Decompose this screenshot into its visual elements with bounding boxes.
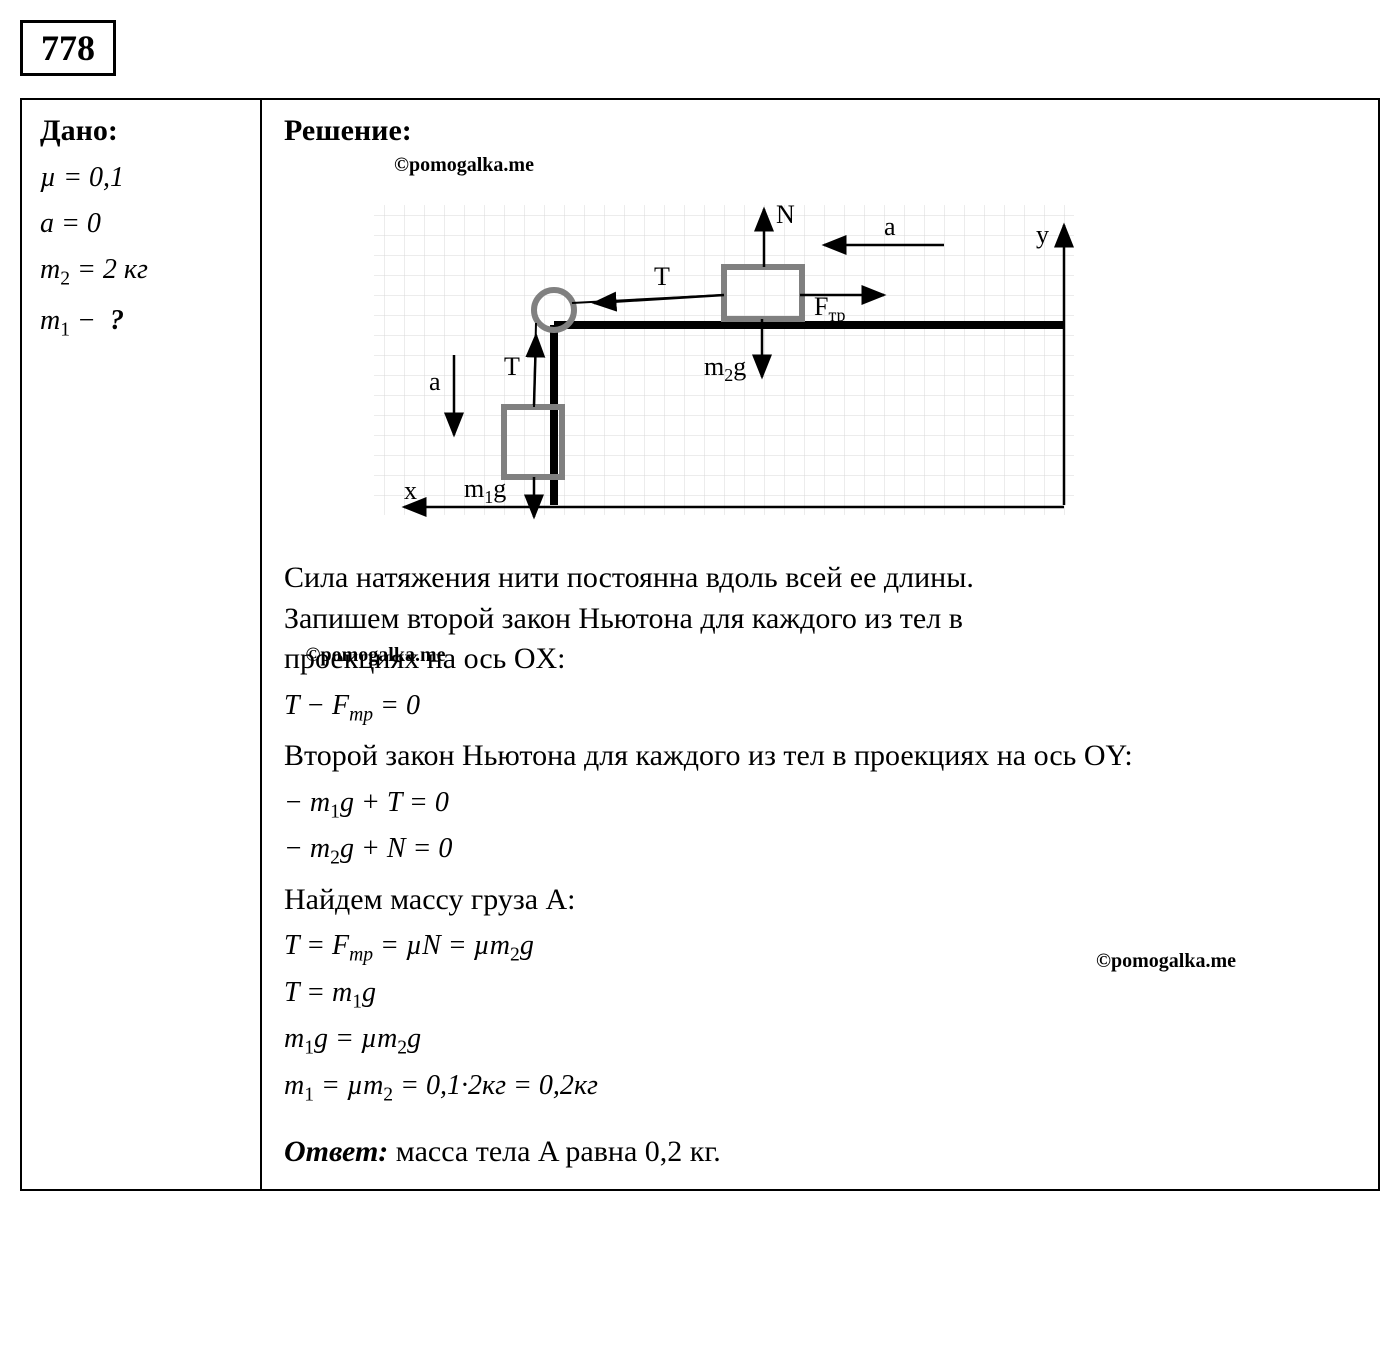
problem-number: 778	[20, 20, 116, 76]
answer: Ответ: масса тела A равна 0,2 кг.	[284, 1135, 1356, 1169]
solution-text-1: Сила натяжения нити постоянна вдоль всей…	[284, 558, 1356, 680]
solution-text-2: Второй закон Ньютона для каждого из тел …	[284, 736, 1356, 777]
equation-4: T = Fтр = µN = µm2g ©pomogalka.me	[284, 930, 1356, 967]
label-N: N	[776, 200, 795, 229]
label-T-left: T	[504, 352, 520, 381]
watermark-text: ©pomogalka.me	[306, 642, 446, 669]
given-column: Дано: µ = 0,1 a = 0 m2 = 2 кг m1 − ?	[22, 100, 262, 1189]
watermark-text: ©pomogalka.me	[1096, 950, 1236, 973]
problem-body: Дано: µ = 0,1 a = 0 m2 = 2 кг m1 − ? Реш…	[20, 98, 1380, 1191]
solution-text-3: Найдем массу груза A:	[284, 880, 1356, 921]
equation-6: m1g = µm2g	[284, 1023, 1356, 1060]
force-diagram: N a y T Fтр m2g T	[344, 195, 1356, 540]
given-title: Дано:	[40, 114, 242, 148]
solution-title: Решение:	[284, 114, 1356, 148]
label-T-top: T	[654, 262, 670, 291]
label-x: x	[404, 476, 417, 505]
answer-text: масса тела A равна 0,2 кг.	[388, 1135, 720, 1168]
watermark-text: ©pomogalka.me	[394, 154, 1356, 177]
label-a-top: a	[884, 212, 896, 241]
given-line: a = 0	[40, 208, 242, 240]
given-line: m1 − ?	[40, 305, 242, 342]
label-a-left: a	[429, 367, 441, 396]
solution-column: Решение: ©pomogalka.me	[262, 100, 1378, 1189]
equation-7: m1 = µm2 = 0,1·2кг = 0,2кг	[284, 1070, 1356, 1107]
answer-label: Ответ:	[284, 1135, 388, 1168]
given-line: µ = 0,1	[40, 162, 242, 194]
given-line: m2 = 2 кг	[40, 254, 242, 291]
equation-3: − m2g + N = 0	[284, 833, 1356, 870]
equation-1: T − Fтр = 0	[284, 690, 1356, 727]
label-y: y	[1036, 220, 1049, 249]
diagram-svg: N a y T Fтр m2g T	[344, 195, 1224, 535]
equation-5: T = m1g	[284, 977, 1356, 1014]
equation-2: − m1g + T = 0	[284, 787, 1356, 824]
